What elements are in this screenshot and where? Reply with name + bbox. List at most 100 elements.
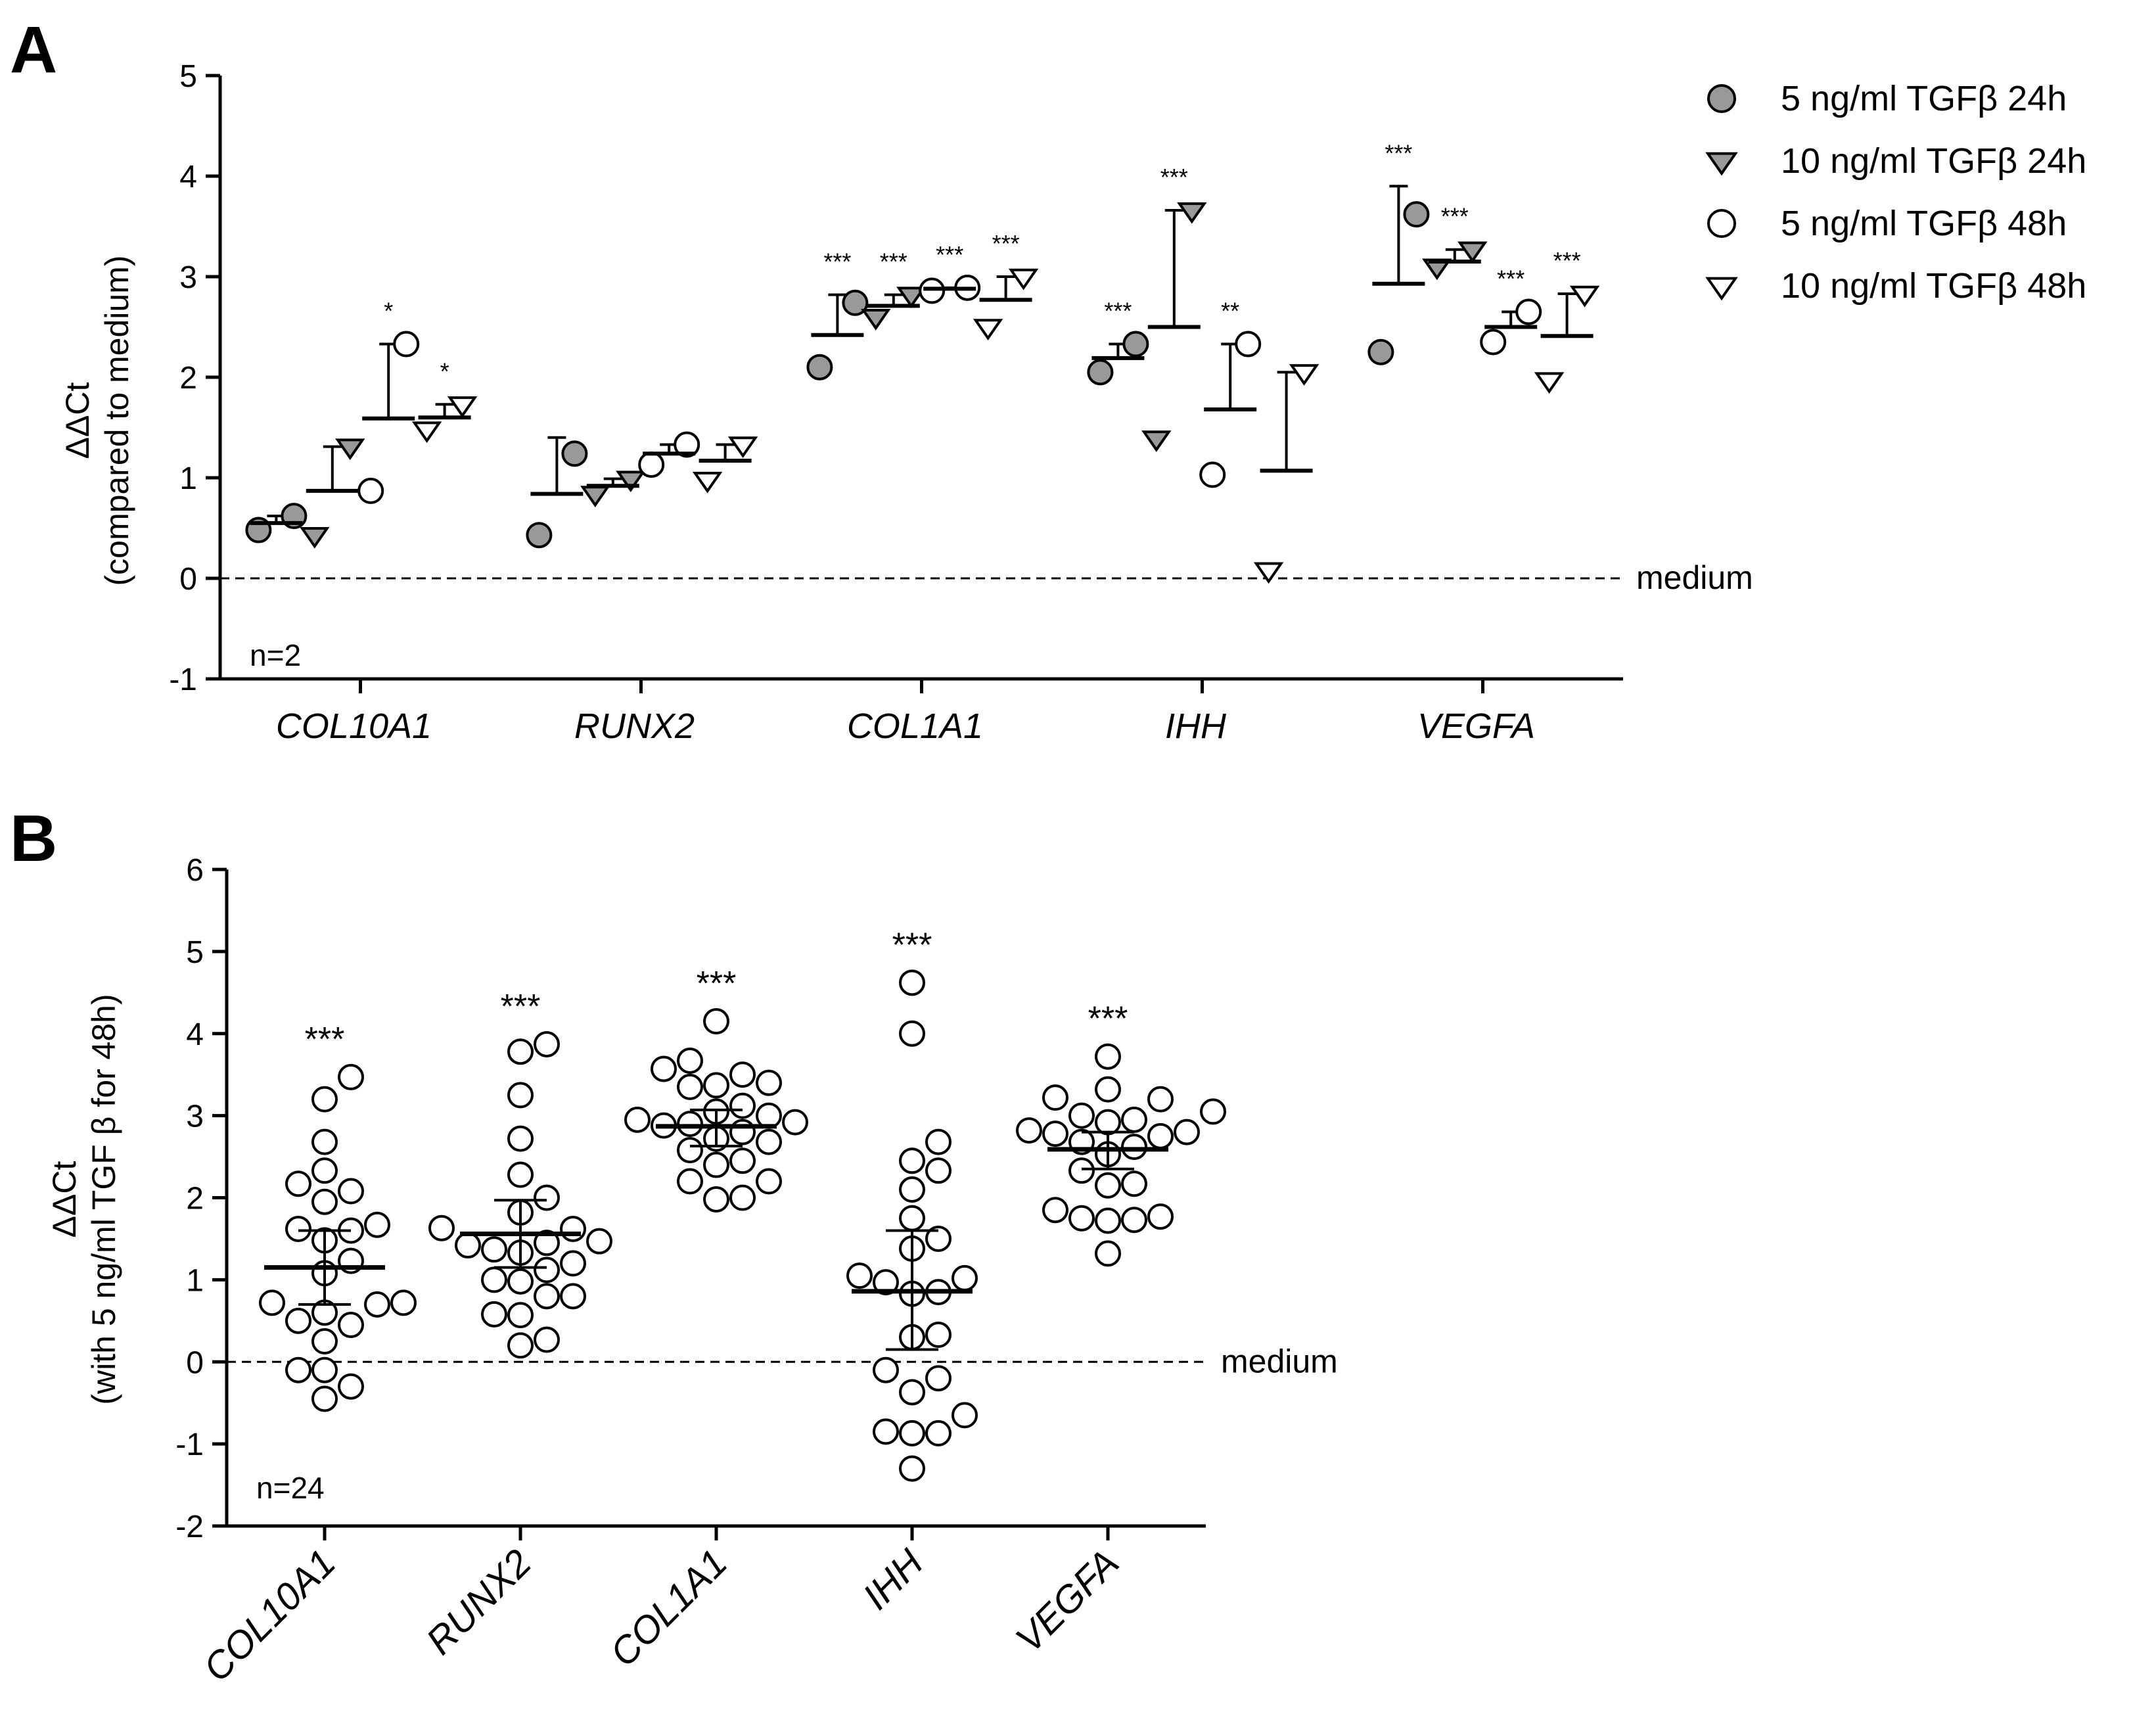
data-point-col10a1 <box>311 1188 338 1215</box>
y-tick-label: -1 <box>175 1427 204 1462</box>
significance-label: *** <box>936 241 963 268</box>
panel-a-label: A <box>10 13 57 87</box>
data-point-vegfa <box>1121 1106 1147 1133</box>
panel-b-y-label-sub: (with 5 ng/ml TGF β for 48h) <box>85 994 122 1404</box>
significance-label: *** <box>1160 164 1188 191</box>
data-point-5-ng-ml-tgf-48h <box>1515 298 1542 325</box>
legend-label-5-ng-ml-tgf-48h: 5 ng/ml TGFβ 48h <box>1781 204 2067 243</box>
x-tick-label-ihh: IHH <box>855 1541 932 1618</box>
significance-label: *** <box>892 926 932 964</box>
data-point-runx2 <box>534 1030 560 1057</box>
data-point-col10a1 <box>285 1356 311 1383</box>
data-point-10-ng-ml-tgf-48h <box>1253 562 1284 584</box>
data-point-ihh <box>899 1147 925 1174</box>
data-point-col1a1 <box>677 1168 703 1195</box>
data-point-10-ng-ml-tgf-48h <box>1569 285 1600 308</box>
data-point-runx2 <box>507 1161 534 1188</box>
data-point-runx2 <box>586 1228 612 1255</box>
data-point-10-ng-ml-tgf-48h <box>1289 364 1319 386</box>
y-tick-label: -1 <box>169 662 197 697</box>
data-point-10-ng-ml-tgf-24h <box>1457 241 1488 264</box>
panel-a-marks: ********************************** <box>245 139 1600 584</box>
significance-label: ** <box>1221 298 1239 325</box>
data-point-col10a1 <box>311 1356 338 1383</box>
data-point-5-ng-ml-tgf-24h <box>806 354 833 381</box>
data-point-col1a1 <box>729 1119 756 1145</box>
data-point-col1a1 <box>624 1106 651 1133</box>
significance-label: *** <box>1497 266 1525 292</box>
y-tick-label: 5 <box>179 59 197 94</box>
y-tick-label: 3 <box>179 260 197 295</box>
data-point-vegfa <box>1095 1172 1121 1199</box>
significance-label: * <box>384 298 393 325</box>
data-point-col1a1 <box>729 1147 756 1174</box>
x-tick-label-ihh: IHH <box>1165 706 1227 746</box>
data-point-ihh <box>952 1402 978 1429</box>
data-point-ihh <box>873 1418 899 1445</box>
data-point-10-ng-ml-tgf-24h <box>896 287 927 309</box>
panel-a-y-axis-label: ΔΔCt (compared to medium) <box>59 256 135 586</box>
data-point-col10a1 <box>364 1291 390 1318</box>
data-point-runx2 <box>507 1125 534 1152</box>
data-point-ihh <box>925 1157 952 1184</box>
data-point-5-ng-ml-tgf-48h <box>919 277 946 304</box>
panel-b-y-axis-label: ΔΔCt (with 5 ng/ml TGF β for 48h) <box>46 994 122 1404</box>
data-point-ihh <box>873 1356 899 1383</box>
data-point-vegfa <box>1121 1134 1147 1161</box>
data-point-10-ng-ml-tgf-24h <box>1141 430 1172 452</box>
data-point-5-ng-ml-tgf-48h <box>393 331 420 358</box>
significance-label: *** <box>1088 1000 1128 1038</box>
data-point-runx2 <box>481 1301 507 1328</box>
data-point-10-ng-ml-tgf-48h <box>447 396 478 418</box>
data-point-runx2 <box>560 1215 586 1242</box>
data-point-5-ng-ml-tgf-24h <box>561 440 588 467</box>
data-point-col1a1 <box>703 1008 729 1035</box>
data-point-runx2 <box>560 1283 586 1310</box>
data-point-col10a1 <box>311 1086 338 1113</box>
data-point-5-ng-ml-tgf-48h <box>638 451 665 478</box>
data-point-vegfa <box>1121 1207 1147 1234</box>
data-point-col1a1 <box>651 1055 677 1082</box>
data-point-col1a1 <box>677 1073 703 1100</box>
data-point-10-ng-ml-tgf-24h <box>616 471 646 493</box>
panel-a-axes: -1 0 1 2 3 4 5 COL10A1 RUNX2 COL1A1 IHH VEGFA medium <box>169 59 1753 746</box>
data-point-10-ng-ml-tgf-48h <box>973 319 1003 341</box>
y-tick-label: 1 <box>186 1263 204 1298</box>
data-point-ihh <box>899 1176 925 1203</box>
y-tick-label: 4 <box>179 160 197 195</box>
data-point-ihh <box>925 1322 952 1349</box>
data-point-vegfa <box>1147 1086 1174 1113</box>
data-point-runx2 <box>534 1326 560 1353</box>
y-tick-label: 6 <box>186 853 204 888</box>
data-point-runx2 <box>534 1283 560 1310</box>
x-tick-label-vegfa: VEGFA <box>1007 1541 1127 1661</box>
data-point-col1a1 <box>703 1186 729 1213</box>
data-point-vegfa <box>1016 1117 1042 1144</box>
x-tick-label-vegfa: VEGFA <box>1417 706 1535 746</box>
panel-b-chart: B ΔΔCt (with 5 ng/ml TGF β for 48h) -2 -1… <box>10 802 1338 1690</box>
data-point-10-ng-ml-tgf-24h <box>335 438 365 461</box>
data-point-vegfa <box>1095 1109 1121 1136</box>
data-point-ihh <box>925 1420 952 1446</box>
data-point-5-ng-ml-tgf-24h <box>526 522 553 549</box>
data-point-runx2 <box>534 1230 560 1257</box>
data-point-col1a1 <box>782 1109 808 1136</box>
data-point-ihh <box>899 1420 925 1446</box>
data-point-vegfa <box>1147 1122 1174 1149</box>
significance-label: *** <box>697 965 737 1003</box>
data-point-col1a1 <box>756 1102 782 1129</box>
data-point-10-ng-ml-tgf-48h <box>727 436 758 459</box>
data-point-vegfa <box>1068 1102 1095 1129</box>
data-point-5-ng-ml-tgf-48h <box>357 477 384 504</box>
data-point-ihh <box>899 1205 925 1232</box>
data-point-col1a1 <box>677 1111 703 1138</box>
reference-line-label: medium <box>1636 559 1753 596</box>
data-point-col1a1 <box>756 1128 782 1155</box>
data-point-runx2 <box>481 1236 507 1263</box>
legend-marker-10-ng-ml-tgf-24h <box>1705 152 1738 176</box>
data-point-col1a1 <box>677 1137 703 1164</box>
data-point-ihh <box>925 1128 952 1155</box>
data-point-5-ng-ml-tgf-24h <box>1403 201 1430 228</box>
data-point-vegfa <box>1147 1203 1174 1230</box>
